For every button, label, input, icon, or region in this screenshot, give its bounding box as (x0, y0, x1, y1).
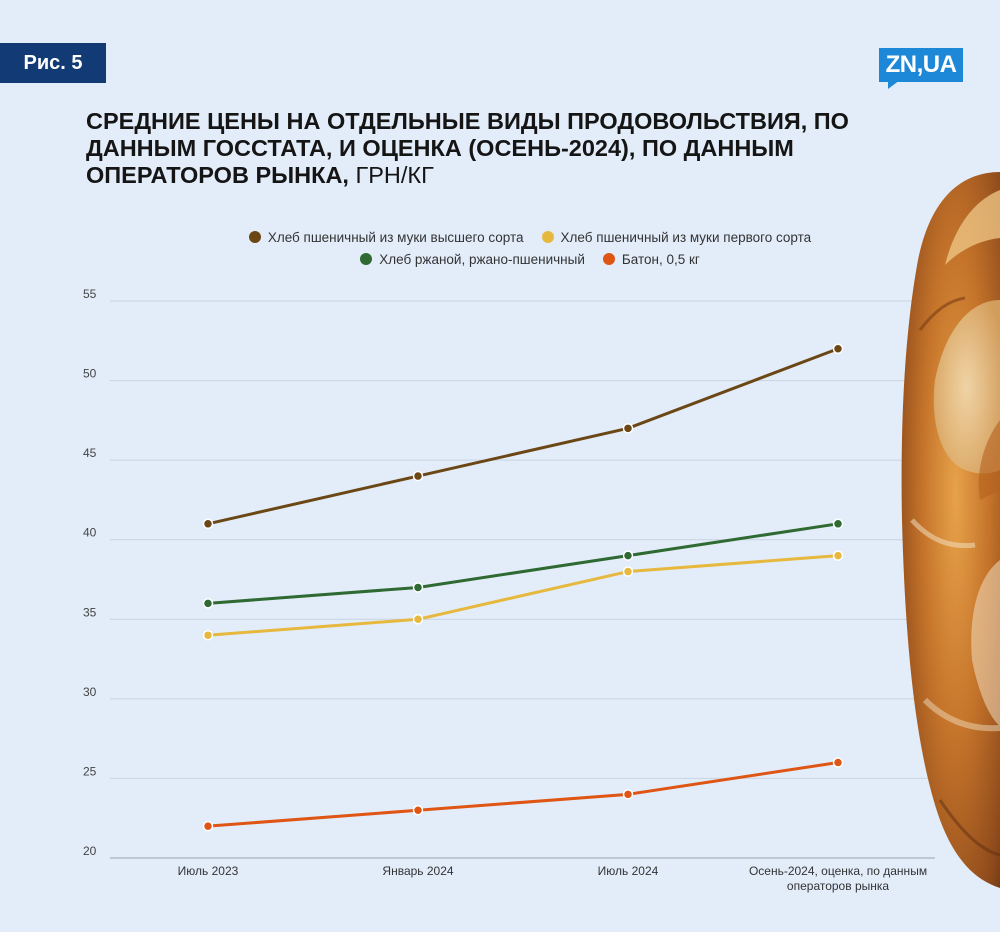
data-point (202, 518, 214, 530)
figure-label: Рис. 5 (0, 43, 106, 83)
zn-ua-logo: ZN,UA (879, 48, 963, 82)
chart-legend: Хлеб пшеничный из муки высшего сорта Хле… (170, 226, 890, 270)
series-line (207, 554, 839, 637)
chart-title: СРЕДНИЕ ЦЕНЫ НА ОТДЕЛЬНЫЕ ВИДЫ ПРОДОВОЛЬ… (86, 108, 916, 189)
series-line (207, 347, 839, 526)
x-tick-label: операторов рынка (787, 879, 889, 893)
data-point (622, 566, 634, 577)
data-point (832, 550, 844, 561)
data-point (412, 614, 424, 625)
x-tick-label: Осень-2024, оценка, по данным (749, 864, 927, 878)
data-point (412, 470, 424, 482)
legend-item-baton: Батон, 0,5 кг (602, 251, 700, 267)
legend-row-1: Хлеб пшеничный из муки высшего сорта Хле… (170, 226, 890, 248)
legend-label: Хлеб пшеничный из муки первого сорта (560, 229, 812, 245)
data-point (202, 820, 214, 832)
data-point (622, 423, 634, 434)
y-tick-label: 50 (83, 367, 97, 381)
legend-marker (602, 253, 615, 265)
title-unit: ГРН/КГ (355, 162, 434, 188)
series-line (207, 522, 839, 605)
data-point (412, 582, 424, 593)
y-tick-label: 20 (83, 844, 97, 858)
data-point (202, 629, 214, 641)
y-tick-label: 35 (83, 605, 97, 619)
y-tick-label: 55 (83, 287, 97, 301)
x-tick-label: Июль 2023 (178, 864, 239, 878)
logo-tail-shape (888, 80, 900, 89)
x-tick-label: Январь 2024 (382, 864, 453, 878)
legend-row-2: Хлеб ржаной, ржано-пшеничный Батон, 0,5 … (170, 248, 890, 270)
legend-label: Хлеб пшеничный из муки высшего сорта (267, 229, 524, 245)
y-tick-label: 45 (83, 446, 97, 460)
legend-item-rye: Хлеб ржаной, ржано-пшеничный (360, 252, 585, 267)
y-tick-label: 40 (83, 526, 97, 540)
x-tick-label: Июль 2024 (598, 864, 659, 878)
legend-item-wheat-premium: Хлеб пшеничный из муки высшего сорта (248, 229, 524, 245)
legend-label: Хлеб ржаной, ржано-пшеничный (379, 251, 585, 267)
data-point (202, 598, 214, 609)
title-main: СРЕДНИЕ ЦЕНЫ НА ОТДЕЛЬНЫЕ ВИДЫ ПРОДОВОЛЬ… (86, 108, 849, 188)
legend-label: Батон, 0,5 кг (621, 251, 700, 267)
y-tick-label: 25 (83, 764, 97, 778)
legend-marker (541, 231, 554, 243)
legend-item-wheat-first: Хлеб пшеничный из муки первого сорта (541, 229, 812, 245)
data-point (622, 550, 634, 561)
y-tick-label: 30 (83, 685, 97, 699)
legend-marker (248, 231, 261, 243)
data-point (832, 518, 844, 530)
legend-marker (360, 253, 373, 265)
data-point (832, 757, 844, 768)
data-point (622, 789, 634, 800)
series-line (207, 761, 839, 828)
data-point (412, 805, 424, 816)
data-point (832, 343, 844, 354)
